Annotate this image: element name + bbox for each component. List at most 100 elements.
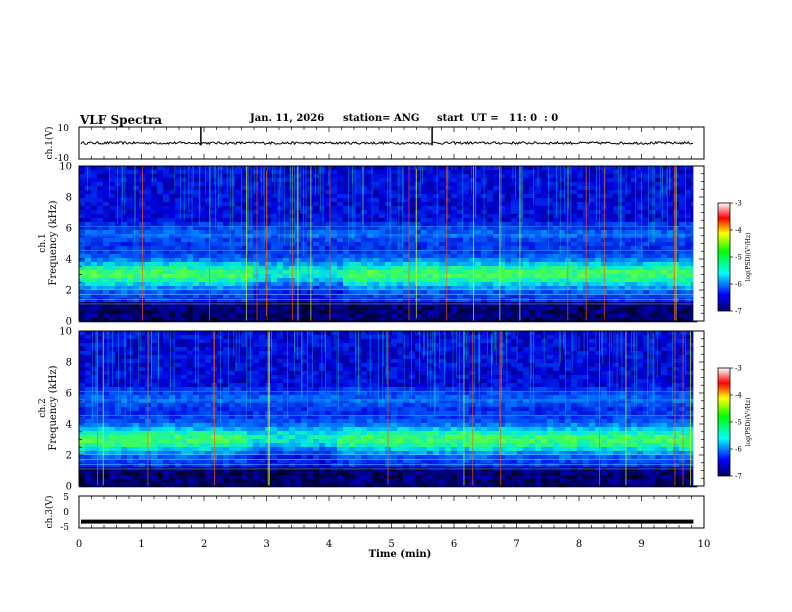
spectrogram-cell [157, 383, 164, 388]
spectrogram-cell [355, 310, 362, 315]
spectrogram-cell [169, 214, 176, 219]
spectrogram-cell [589, 290, 596, 295]
spectrogram-cell [217, 230, 224, 235]
spectrogram-cell [661, 210, 668, 215]
spectrogram-cell [175, 310, 182, 315]
spectrogram-cell [157, 359, 164, 364]
spectrogram-cell [667, 262, 674, 267]
spectrogram-cell [139, 335, 146, 340]
spectrogram-cell [607, 242, 614, 247]
spectrogram-cell [283, 190, 290, 195]
spectrogram-cell [229, 214, 236, 219]
spectrogram-cell [85, 455, 92, 460]
spectrogram-cell [283, 210, 290, 215]
spectrogram-cell [367, 230, 374, 235]
spectrogram-cell [133, 463, 140, 468]
spectrogram-cell [97, 222, 104, 227]
spectrogram-cell [427, 170, 434, 175]
spectrogram-cell [655, 314, 662, 319]
spectrogram-cell [589, 182, 596, 187]
spectrogram-cell [145, 170, 152, 175]
spectrogram-cell [151, 475, 158, 480]
spectrogram-cell [223, 218, 230, 223]
spectrogram-cell [127, 254, 134, 259]
spectrogram-cell [217, 274, 224, 279]
spectrogram-cell [157, 463, 164, 468]
spectrogram-cell [103, 278, 110, 283]
spectrogram-cell [685, 294, 692, 299]
spectrogram-cell [547, 214, 554, 219]
spectrogram-cell [493, 194, 500, 199]
spectrogram-cell [685, 262, 692, 267]
spectrogram-cell [553, 202, 560, 207]
spectrogram-cell [91, 186, 98, 191]
spectrogram-cell [367, 218, 374, 223]
spectrogram-cell [265, 234, 272, 239]
spectrogram-cell [313, 170, 320, 175]
spectrogram-cell [193, 194, 200, 199]
spectrogram-cell [559, 290, 566, 295]
spectrogram-cell [649, 286, 656, 291]
spectrogram-cell [631, 282, 638, 287]
spectrogram-cell [355, 250, 362, 255]
spectrogram-cell [343, 206, 350, 211]
spectrogram-cell [445, 254, 452, 259]
spectrogram-cell [481, 274, 488, 279]
spectrogram-cell [175, 242, 182, 247]
spectrogram-cell [271, 246, 278, 251]
spectrogram-cell [475, 306, 482, 311]
spectrogram-cell [199, 166, 206, 171]
spectrogram-cell [571, 182, 578, 187]
spectrogram-cell [679, 206, 686, 211]
spectrogram-cell [79, 451, 86, 456]
spectrogram-cell [133, 399, 140, 404]
spectrogram-cell [343, 218, 350, 223]
spectrogram-cell [463, 194, 470, 199]
spectrogram-cell [385, 250, 392, 255]
spectrogram-cell [265, 174, 272, 179]
spectrogram-cell [109, 310, 116, 315]
spectrogram-cell [457, 194, 464, 199]
spectrogram-cell [211, 198, 218, 203]
spectrogram-cell [85, 387, 92, 392]
spectrogram-cell [613, 190, 620, 195]
spectrogram-cell [595, 234, 602, 239]
spectrogram-cell [553, 190, 560, 195]
spectrogram-cell [613, 210, 620, 215]
spectrogram-cell [127, 459, 134, 464]
spectrogram-cell [505, 318, 512, 323]
spectrogram-cell [433, 290, 440, 295]
spectrogram-cell [541, 314, 548, 319]
spectrogram-cell [373, 274, 380, 279]
spectrogram-cell [115, 206, 122, 211]
spectrogram-cell [97, 318, 104, 323]
spectrogram-cell [301, 310, 308, 315]
spectrogram-cell [157, 310, 164, 315]
spectrogram-cell [217, 198, 224, 203]
spectrogram-cell [367, 182, 374, 187]
spectrogram-cell [85, 367, 92, 372]
spectrogram-cell [223, 186, 230, 191]
spectrogram-cell [103, 218, 110, 223]
spectrogram-cell [97, 331, 104, 336]
spectrogram-cell [637, 194, 644, 199]
spectrogram-cell [325, 230, 332, 235]
spectrogram-cell [133, 363, 140, 368]
spectrogram-cell [91, 210, 98, 215]
spectrogram-cell [349, 166, 356, 171]
spectrogram-cell [109, 294, 116, 299]
spectrogram-cell [85, 238, 92, 243]
spectrogram-cell [427, 210, 434, 215]
spectrogram-cell [445, 290, 452, 295]
spectrogram-cell [277, 210, 284, 215]
spectrogram-cell [325, 270, 332, 275]
spectrogram-cell [157, 375, 164, 380]
spectrogram-cell [151, 186, 158, 191]
spectrogram-cell [397, 306, 404, 311]
spectrogram-cell [481, 246, 488, 251]
spectrogram-cell [619, 262, 626, 267]
spectrogram-cell [619, 218, 626, 223]
spectrogram-cell [589, 238, 596, 243]
spectrogram-cell [469, 230, 476, 235]
spectrogram-cell [277, 226, 284, 231]
